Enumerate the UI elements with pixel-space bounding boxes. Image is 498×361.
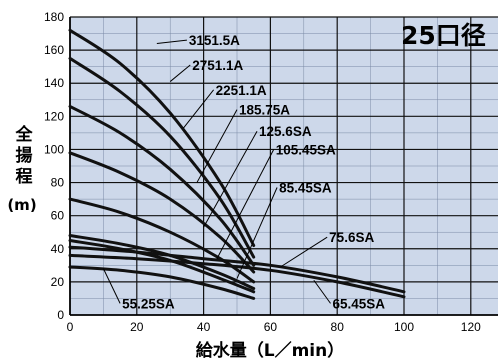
x-tick-100: 100 [394, 320, 414, 334]
x-tick-40: 40 [197, 320, 211, 334]
curve-65-45sa [68, 253, 406, 299]
label-2751-1a: 2751.1A [192, 58, 243, 73]
x-tick-80: 80 [331, 320, 345, 334]
label-leaders [102, 39, 331, 304]
leader-55-25sa [102, 268, 121, 304]
label-125-6sa: 125.6SA [259, 124, 312, 139]
curve-75-6sa [68, 245, 406, 294]
label-185-75a: 185.75A [239, 103, 290, 118]
x-tick-0: 0 [67, 320, 74, 334]
badge-25-caliber: 25口径 [401, 21, 486, 50]
label-55-25sa: 55.25SA [122, 296, 175, 311]
y-tick-100: 100 [44, 142, 64, 156]
y-axis-unit: (m) [7, 196, 36, 214]
leader-185-75a [196, 109, 238, 183]
leader-85-45sa [236, 187, 278, 279]
leader-65-45sa [313, 279, 331, 304]
y-axis-title-char-2: 揚 [16, 146, 33, 166]
y-tick-120: 120 [44, 109, 64, 123]
y-tick-20: 20 [51, 275, 65, 289]
x-tick-60: 60 [264, 320, 278, 334]
y-tick-80: 80 [51, 176, 65, 190]
label-105-45sa: 105.45SA [276, 142, 336, 157]
leader-2751-1a [169, 64, 191, 82]
y-tick-180: 180 [44, 10, 64, 24]
leader-75-6sa [280, 236, 328, 268]
y-tick-40: 40 [51, 242, 65, 256]
label-85-45sa: 85.45SA [279, 180, 332, 195]
y-axis-title-char-3: 程 [16, 167, 33, 187]
label-2251-1a: 2251.1A [216, 83, 267, 98]
curve-2251-1a [68, 104, 256, 267]
y-axis-title-char-1: 全 [15, 124, 34, 145]
tick-labels: 0 20 40 60 80 100 120 0 20 40 60 80 100 120 140 160 180 [44, 10, 481, 334]
label-65-45sa: 65.45SA [333, 296, 386, 311]
x-tick-20: 20 [130, 320, 144, 334]
leader-125-6sa [203, 130, 258, 228]
x-axis-title: 給水量（L／min） [196, 340, 344, 361]
curve-185-75a [68, 151, 256, 274]
label-75-6sa: 75.6SA [329, 230, 374, 245]
curves [68, 28, 406, 300]
leader-2251-1a [183, 89, 215, 129]
leader-3151-5a [156, 39, 187, 44]
y-tick-160: 160 [44, 43, 64, 57]
x-tick-120: 120 [461, 320, 481, 334]
curve-2751-1a [68, 56, 256, 259]
y-tick-0: 0 [57, 308, 64, 322]
curve-labels: 3151.5A 2751.1A 2251.1A 185.75A 125.6SA 105.4… [122, 33, 385, 311]
y-tick-60: 60 [51, 209, 65, 223]
leader-105-45sa [216, 149, 275, 259]
label-3151-5a: 3151.5A [189, 33, 240, 48]
curve-3151-5a [68, 28, 256, 247]
y-tick-140: 140 [44, 76, 64, 90]
